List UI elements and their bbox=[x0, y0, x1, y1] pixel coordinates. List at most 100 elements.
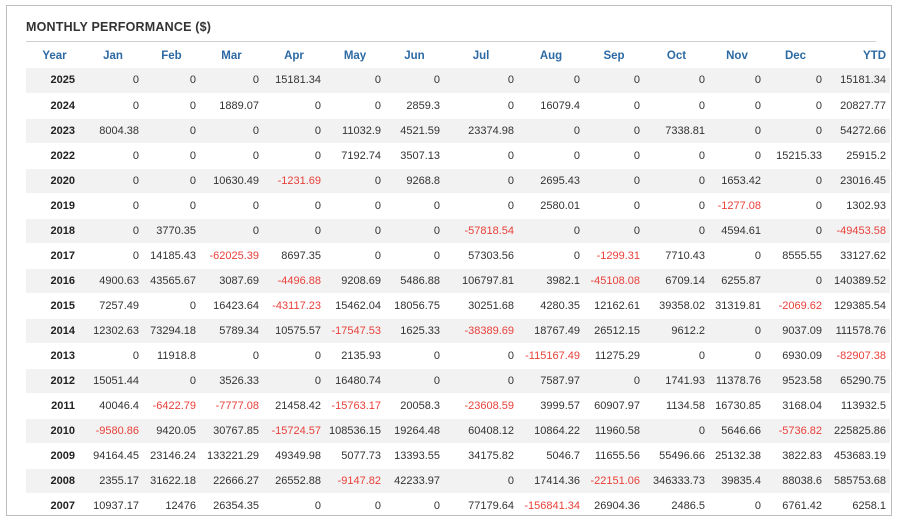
value-cell-nov: 6255.87 bbox=[709, 268, 765, 294]
column-header-aug: Aug bbox=[539, 49, 563, 62]
value-cell-dec: 6930.09 bbox=[765, 343, 826, 369]
value-cell-jul: 57303.56 bbox=[444, 243, 518, 269]
value-cell-jan: 0 bbox=[83, 343, 143, 369]
value-cell-mar: 3526.33 bbox=[200, 368, 263, 394]
performance-table: Year Jan Feb Mar Apr May Jun Jul Aug Sep Oct Nov Dec… bbox=[26, 43, 890, 515]
value-cell-jan: 0 bbox=[83, 218, 143, 244]
year-cell: 2015 bbox=[26, 293, 83, 319]
value-cell-feb: 0 bbox=[143, 68, 200, 94]
year-cell: 2011 bbox=[26, 393, 83, 419]
value-cell-nov: 0 bbox=[709, 493, 765, 515]
value-cell-mar: 0 bbox=[200, 68, 263, 94]
value-cell-oct: 0 bbox=[644, 168, 709, 194]
value-cell-aug: 2580.01 bbox=[518, 193, 584, 219]
value-cell-feb: 11918.8 bbox=[143, 343, 200, 369]
column-header-jul: Jul bbox=[472, 49, 490, 62]
value-cell-jul: 0 bbox=[444, 68, 518, 94]
value-cell-ytd: -82907.38 bbox=[826, 343, 890, 369]
value-cell-jan: 7257.49 bbox=[83, 293, 143, 319]
table-row: 2019 0 0 0 0 0 0 0 2580.01 0 0 -1277.08 0 1302.93 bbox=[26, 193, 890, 219]
column-header-mar: Mar bbox=[221, 49, 242, 62]
value-cell-nov: 0 bbox=[709, 143, 765, 169]
year-cell: 2022 bbox=[26, 143, 83, 169]
value-cell-dec: -5736.82 bbox=[765, 418, 826, 444]
value-cell-dec: 9523.58 bbox=[765, 368, 826, 394]
value-cell-sep: 0 bbox=[584, 118, 644, 144]
value-cell-oct: 2486.5 bbox=[644, 493, 709, 515]
value-cell-jul: 23374.98 bbox=[444, 118, 518, 144]
value-cell-aug: 0 bbox=[518, 243, 584, 269]
value-cell-jul: 0 bbox=[444, 168, 518, 194]
value-cell-apr: 0 bbox=[263, 93, 325, 119]
table-row: 2017 0 14185.43 -62025.39 8697.35 0 0 57303.56 0… bbox=[26, 243, 890, 269]
value-cell-jul: 0 bbox=[444, 343, 518, 369]
value-cell-jan: 12302.63 bbox=[83, 318, 143, 344]
value-cell-nov: 25132.38 bbox=[709, 443, 765, 469]
value-cell-feb: 0 bbox=[143, 193, 200, 219]
value-cell-jan: 8004.38 bbox=[83, 118, 143, 144]
value-cell-jun: 5486.88 bbox=[385, 268, 444, 294]
table-row: 2007 10937.17 12476 26354.35 0 0 0 77179.64 -156… bbox=[26, 493, 890, 515]
value-cell-nov: 31319.81 bbox=[709, 293, 765, 319]
value-cell-feb: 3770.35 bbox=[143, 218, 200, 244]
value-cell-jun: 9268.8 bbox=[385, 168, 444, 194]
value-cell-aug: 4280.35 bbox=[518, 293, 584, 319]
value-cell-sep: 12162.61 bbox=[584, 293, 644, 319]
value-cell-jul: 0 bbox=[444, 193, 518, 219]
value-cell-dec: 0 bbox=[765, 93, 826, 119]
value-cell-aug: -156841.34 bbox=[518, 493, 584, 515]
value-cell-jun: 0 bbox=[385, 193, 444, 219]
value-cell-jul: 60408.12 bbox=[444, 418, 518, 444]
value-cell-may: 11032.9 bbox=[325, 118, 385, 144]
value-cell-dec: 0 bbox=[765, 118, 826, 144]
value-cell-aug: -115167.49 bbox=[518, 343, 584, 369]
value-cell-sep: -1299.31 bbox=[584, 243, 644, 269]
year-cell: 2010 bbox=[26, 418, 83, 444]
value-cell-aug: 18767.49 bbox=[518, 318, 584, 344]
value-cell-nov: 0 bbox=[709, 118, 765, 144]
value-cell-aug: 5046.7 bbox=[518, 443, 584, 469]
value-cell-jul: 0 bbox=[444, 143, 518, 169]
value-cell-may: 15462.04 bbox=[325, 293, 385, 319]
column-header-apr: Apr bbox=[284, 49, 304, 62]
value-cell-jan: 4900.63 bbox=[83, 268, 143, 294]
value-cell-dec: 0 bbox=[765, 268, 826, 294]
value-cell-aug: 7587.97 bbox=[518, 368, 584, 394]
value-cell-may: 16480.74 bbox=[325, 368, 385, 394]
value-cell-dec: 15215.33 bbox=[765, 143, 826, 169]
value-cell-apr: -43117.23 bbox=[263, 293, 325, 319]
value-cell-dec: 0 bbox=[765, 193, 826, 219]
year-cell: 2013 bbox=[26, 343, 83, 369]
table-row: 2023 8004.38 0 0 0 11032.9 4521.59 23374.98 0 0 73… bbox=[26, 118, 890, 144]
value-cell-jan: 0 bbox=[83, 143, 143, 169]
value-cell-oct: 1134.58 bbox=[644, 393, 709, 419]
column-header-ytd: YTD bbox=[863, 49, 886, 62]
value-cell-sep: 0 bbox=[584, 93, 644, 119]
value-cell-jun: 0 bbox=[385, 218, 444, 244]
value-cell-nov: 0 bbox=[709, 68, 765, 94]
value-cell-oct: 0 bbox=[644, 143, 709, 169]
value-cell-sep: 0 bbox=[584, 368, 644, 394]
value-cell-apr: 26552.88 bbox=[263, 468, 325, 494]
value-cell-may: 7192.74 bbox=[325, 143, 385, 169]
value-cell-dec: 6761.42 bbox=[765, 493, 826, 515]
value-cell-ytd: 585753.68 bbox=[826, 468, 890, 494]
value-cell-mar: 0 bbox=[200, 218, 263, 244]
value-cell-jun: 0 bbox=[385, 243, 444, 269]
value-cell-aug: 0 bbox=[518, 143, 584, 169]
year-cell: 2017 bbox=[26, 243, 83, 269]
value-cell-feb: 73294.18 bbox=[143, 318, 200, 344]
monthly-performance-panel: MONTHLY PERFORMANCE ($) Year Jan Feb Mar Apr… bbox=[6, 5, 892, 516]
value-cell-may: 108536.15 bbox=[325, 418, 385, 444]
year-cell: 2014 bbox=[26, 318, 83, 344]
value-cell-sep: 0 bbox=[584, 168, 644, 194]
table-row: 2011 40046.4 -6422.79 -7777.08 21458.42 -1576… bbox=[26, 393, 890, 419]
year-cell: 2007 bbox=[26, 493, 83, 515]
value-cell-feb: 0 bbox=[143, 368, 200, 394]
year-cell: 2018 bbox=[26, 218, 83, 244]
value-cell-may: 0 bbox=[325, 243, 385, 269]
value-cell-jan: 0 bbox=[83, 68, 143, 94]
value-cell-nov: -1277.08 bbox=[709, 193, 765, 219]
value-cell-mar: 16423.64 bbox=[200, 293, 263, 319]
value-cell-oct: 1741.93 bbox=[644, 368, 709, 394]
